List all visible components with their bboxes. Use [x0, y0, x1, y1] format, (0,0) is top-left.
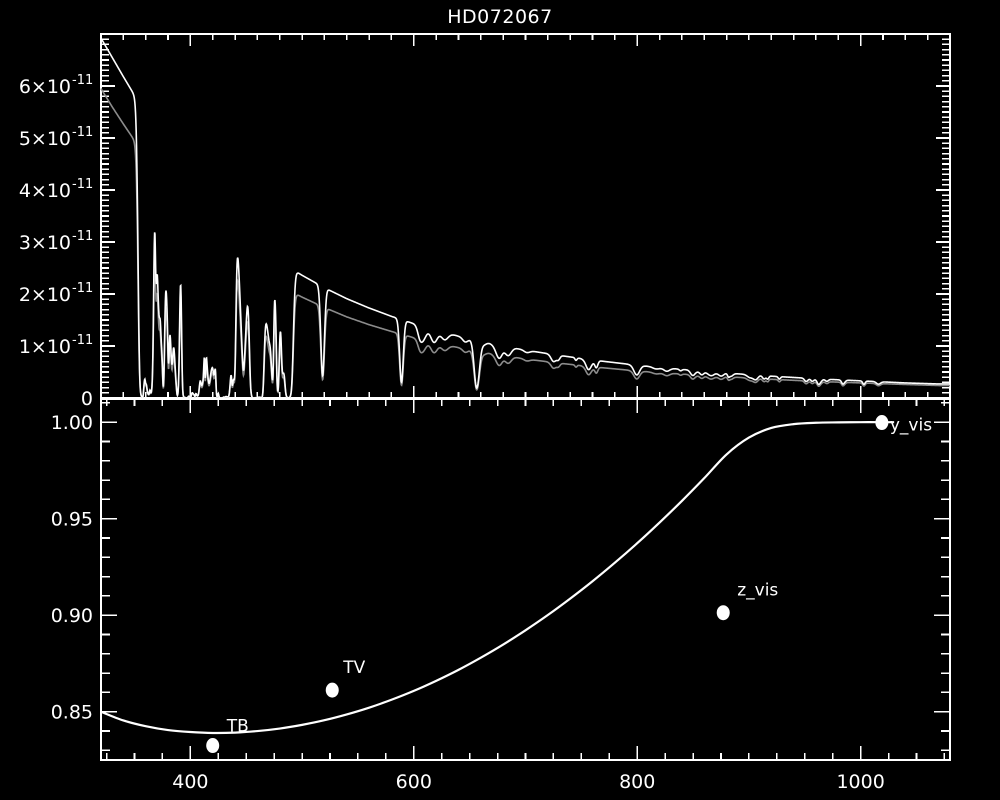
- model-spectrum-line: [101, 38, 950, 398]
- top-y-tick-exponent: -11: [72, 229, 93, 244]
- bottom-panel-y-tick-labels: 0.85 0.90 0.95 1.00: [51, 412, 93, 724]
- response-fit-curve: [101, 422, 894, 733]
- photometry-point-label: TB: [226, 717, 249, 737]
- top-y-tick-label: 2×10: [19, 284, 71, 306]
- top-y-tick-label: 6×10: [19, 76, 71, 98]
- bottom-x-tick-label: 1000: [836, 771, 884, 793]
- photometry-point: [875, 415, 888, 430]
- bottom-panel-ticks: [101, 399, 950, 760]
- top-y-tick-exponent: -11: [72, 333, 93, 348]
- bottom-x-tick-label: 600: [396, 771, 432, 793]
- bottom-y-tick-label: 1.00: [51, 412, 93, 434]
- spectrum-figure: 01×10-112×10-113×10-114×10-115×10-116×10…: [0, 0, 1000, 800]
- top-y-tick-exponent: -11: [72, 73, 93, 88]
- top-y-tick-exponent: -11: [72, 125, 93, 140]
- bottom-panel-x-tick-labels: 400 600 800 1000: [172, 771, 885, 793]
- top-panel-y-tick-labels: 01×10-112×10-113×10-114×10-115×10-116×10…: [19, 73, 93, 410]
- top-y-tick-label: 4×10: [19, 180, 71, 202]
- top-y-tick-exponent: -11: [72, 177, 93, 192]
- bottom-x-tick-label: 800: [619, 771, 655, 793]
- photometry-point-label: z_vis: [737, 581, 778, 601]
- top-panel: 01×10-112×10-113×10-114×10-115×10-116×10…: [19, 34, 950, 410]
- top-y-tick-label: 0: [81, 388, 93, 410]
- top-panel-data: [101, 38, 950, 398]
- bottom-y-tick-label: 0.90: [51, 605, 93, 627]
- photometry-point: [717, 605, 730, 620]
- top-y-tick-label: 5×10: [19, 128, 71, 150]
- top-y-tick-label: 3×10: [19, 232, 71, 254]
- bottom-panel: 0.85 0.90 0.95 1.00 400 600 800 1000 TB TV z_vis…: [51, 399, 950, 793]
- figure-root: HD072067 01×10-112×10-113×10-114×10-115×…: [0, 0, 1000, 800]
- top-panel-ticks: [101, 34, 950, 398]
- photometry-points: [206, 415, 888, 753]
- bottom-panel-frame: [101, 399, 950, 760]
- top-y-tick-exponent: -11: [72, 281, 93, 296]
- photometry-point-label: y_vis: [890, 416, 932, 436]
- bottom-y-tick-label: 0.85: [51, 702, 93, 724]
- bottom-x-tick-label: 400: [172, 771, 208, 793]
- top-y-tick-label: 1×10: [19, 336, 71, 358]
- top-panel-frame: [101, 34, 950, 398]
- bottom-y-tick-label: 0.95: [51, 509, 93, 531]
- photometry-point: [206, 738, 219, 753]
- photometry-point-label: TV: [342, 658, 365, 678]
- photometry-point: [326, 683, 339, 698]
